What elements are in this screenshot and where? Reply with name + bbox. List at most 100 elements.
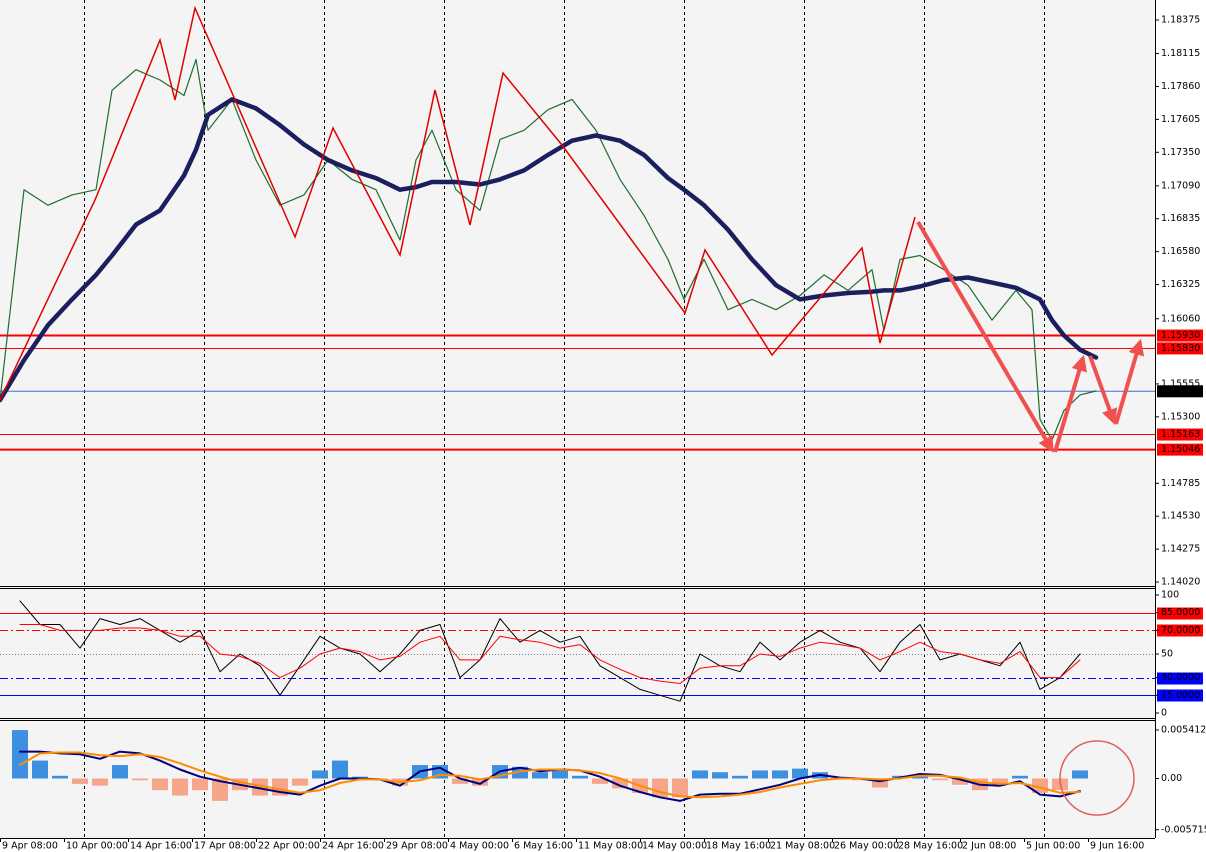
histogram-bar <box>192 778 208 791</box>
histogram-bar <box>1072 770 1088 779</box>
price-level-box <box>1157 329 1203 342</box>
y-tick-label: 1.17860 <box>1161 81 1200 92</box>
x-tick-label: 24 Apr 16:00 <box>322 841 384 852</box>
histogram-bar <box>52 775 68 779</box>
price-level-label: 1.15498 <box>1161 386 1200 397</box>
x-tick-label: 29 Apr 08:00 <box>386 841 448 852</box>
x-tick-label: 4 May 00:00 <box>450 841 509 852</box>
histogram-bar <box>512 766 528 779</box>
series-line <box>0 58 1097 441</box>
frame <box>0 0 1156 839</box>
histogram-bar <box>872 778 888 788</box>
histogram-bar <box>552 770 568 779</box>
y-tick-label: 50 <box>1161 649 1173 660</box>
histogram-bar <box>292 778 308 786</box>
plot-background <box>0 0 1155 838</box>
y-tick-label: 85.0000 <box>1161 607 1200 618</box>
y-tick-label: 1.17350 <box>1161 147 1200 158</box>
series-line <box>19 624 1081 684</box>
x-tick-label: 21 May 08:00 <box>770 841 835 852</box>
histogram-bar <box>952 778 968 785</box>
histogram-bar <box>1012 775 1028 779</box>
zigzag-annotation <box>0 5 916 401</box>
histogram-bar <box>452 778 468 784</box>
grid-layer <box>0 0 1155 838</box>
histogram-bar <box>692 770 708 779</box>
histogram-bar <box>772 770 788 779</box>
price-level-box <box>1157 428 1203 441</box>
y-tick-label: 0.0054121 <box>1161 724 1206 735</box>
y-tick-label: 15.0000 <box>1161 690 1200 701</box>
series-line <box>19 751 1081 799</box>
price-level-label: 1.15046 <box>1161 444 1200 455</box>
forecast-arrows <box>916 220 1145 453</box>
x-tick-label: 14 May 00:00 <box>642 841 707 852</box>
y-tick-label: 1.14530 <box>1161 511 1200 522</box>
histogram-bar <box>12 730 28 779</box>
highlight-circle <box>1059 740 1135 816</box>
x-tick-label: 5 Jun 00:00 <box>1026 841 1080 852</box>
histogram-bar <box>752 770 768 779</box>
histogram-bar <box>992 778 1008 785</box>
x-tick-label: 28 May 16:00 <box>898 841 963 852</box>
price-level-label: 1.15830 <box>1161 343 1200 354</box>
x-tick-label: 2 Jun 08:00 <box>962 841 1016 852</box>
histogram-bar <box>652 778 668 798</box>
histogram-bar <box>472 778 488 786</box>
histogram-bar <box>792 768 808 779</box>
y-tick-label: 1.15555 <box>1161 378 1200 389</box>
y-tick-label: 100 <box>1161 590 1179 601</box>
histogram-bar <box>112 765 128 779</box>
histogram-bar <box>932 778 948 781</box>
y-tick-label: 0.00 <box>1161 773 1182 784</box>
x-tick-label: 11 May 08:00 <box>578 841 643 852</box>
x-tick-label: 6 May 16:00 <box>514 841 573 852</box>
histogram-bar <box>132 778 148 781</box>
y-tick-label: 1.16325 <box>1161 279 1200 290</box>
histogram-bar <box>332 760 348 779</box>
price-level-box <box>1157 443 1203 456</box>
x-tick-label: 26 May 00:00 <box>834 841 899 852</box>
histogram-bar <box>212 778 228 801</box>
x-tick-label: 10 Apr 00:00 <box>66 841 128 852</box>
price-level-box <box>1157 342 1203 355</box>
y-tick-label: 1.16835 <box>1161 213 1200 224</box>
arrow <box>1088 355 1118 426</box>
y-tick-label: 30.0000 <box>1161 672 1200 683</box>
histogram-bar <box>612 778 628 789</box>
x-tick-label: 22 Apr 00:00 <box>258 841 320 852</box>
x-tick-label: 9 Jun 16:00 <box>1090 841 1144 852</box>
histogram-bar <box>172 778 188 796</box>
price-level-label: 1.15163 <box>1161 429 1200 440</box>
histogram-bar <box>92 778 108 786</box>
level-label-box <box>1157 672 1203 685</box>
histogram-bar <box>672 778 688 798</box>
y-tick-label: 1.18375 <box>1161 15 1200 26</box>
level-label-box <box>1157 689 1203 702</box>
histogram-bar <box>72 778 88 784</box>
y-tick-label: 1.14275 <box>1161 544 1200 555</box>
x-tick-label: 14 Apr 16:00 <box>130 841 192 852</box>
arrow <box>1114 338 1145 425</box>
histogram-bar <box>532 772 548 779</box>
y-tick-label: 1.17605 <box>1161 114 1200 125</box>
histogram-bar <box>152 778 168 791</box>
y-tick-label: 0 <box>1161 708 1167 719</box>
arrow <box>916 220 1054 453</box>
y-tick-label: 1.14020 <box>1161 577 1200 588</box>
level-label-box <box>1157 607 1203 620</box>
x-tick-label: 18 May 16:00 <box>706 841 771 852</box>
arrow <box>1053 354 1088 453</box>
y-tick-label: 1.17090 <box>1161 180 1200 191</box>
series-line <box>19 600 1081 702</box>
y-tick-label: 1.14785 <box>1161 478 1200 489</box>
y-tick-label: 70.0000 <box>1161 625 1200 636</box>
label-layer: 1.18375 1.18115 1.17860 1.17605 1.17350 1.170… <box>0 15 1206 852</box>
level-label-box <box>1157 624 1203 637</box>
histogram-bar <box>252 778 268 796</box>
price-level-box <box>1157 385 1203 398</box>
histogram-bar <box>732 775 748 779</box>
y-tick-label: -0.0057156 <box>1161 824 1206 835</box>
